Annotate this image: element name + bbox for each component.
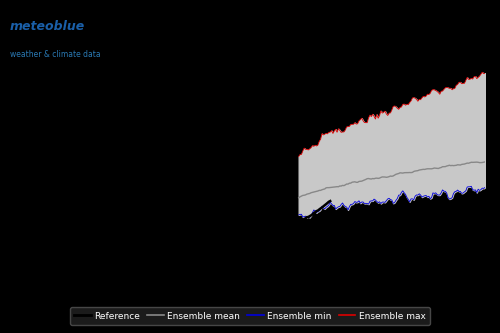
Text: meteoblue: meteoblue (10, 20, 85, 33)
Text: weather & climate data: weather & climate data (10, 50, 101, 59)
Legend: Reference, Ensemble mean, Ensemble min, Ensemble max: Reference, Ensemble mean, Ensemble min, … (70, 307, 430, 325)
